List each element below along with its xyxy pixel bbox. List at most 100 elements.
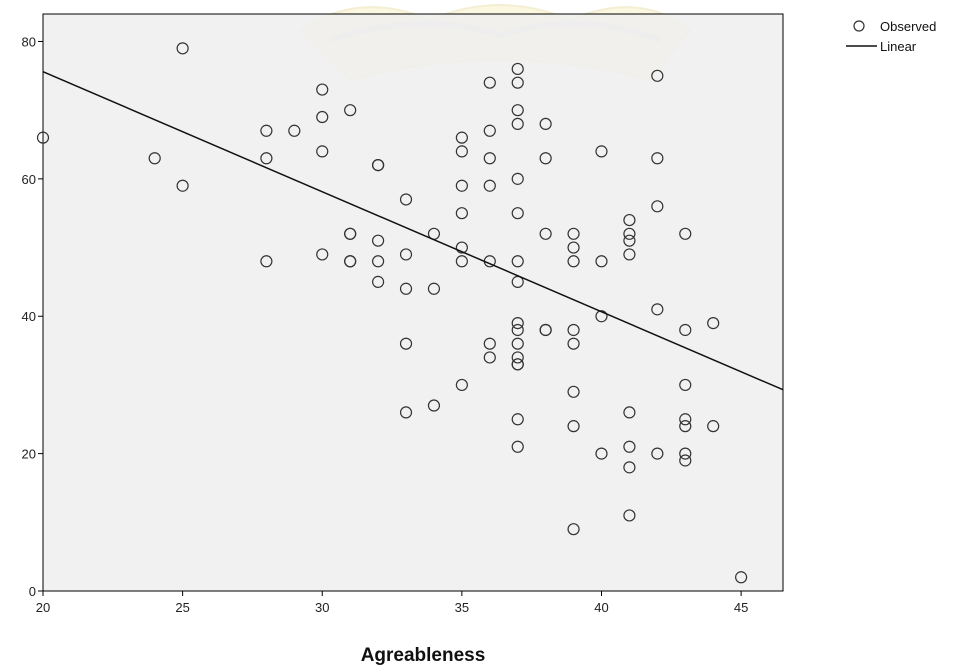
data-point — [567, 523, 580, 536]
data-point — [483, 152, 496, 165]
x-axis-title: Agreableness — [361, 645, 486, 666]
legend: Observed Linear — [846, 19, 936, 54]
data-point — [567, 420, 580, 433]
x-tick-label: 35 — [455, 600, 469, 615]
data-point — [371, 255, 385, 268]
data-point — [511, 104, 524, 117]
data-point — [707, 317, 720, 330]
data-point — [427, 399, 441, 412]
data-point — [623, 440, 636, 453]
data-point — [651, 200, 664, 213]
data-point — [371, 234, 385, 247]
legend-observed-label: Observed — [880, 19, 936, 34]
data-point — [707, 420, 720, 433]
x-tick-label: 30 — [315, 600, 329, 615]
data-point — [679, 378, 692, 392]
data-point — [371, 159, 385, 172]
data-point — [483, 351, 496, 364]
y-tick-label: 80 — [22, 34, 36, 49]
data-point — [595, 255, 608, 268]
data-point — [511, 440, 524, 453]
data-point — [176, 42, 189, 55]
data-point — [260, 152, 273, 165]
x-axis: 20 25 30 35 40 45 — [36, 591, 748, 615]
data-point — [623, 406, 636, 419]
data-point — [511, 413, 524, 426]
data-point — [595, 310, 608, 323]
data-point — [595, 447, 608, 460]
data-point — [316, 110, 329, 124]
data-point — [399, 282, 413, 295]
y-tick-label: 20 — [22, 447, 36, 462]
y-tick-label: 0 — [29, 584, 36, 599]
data-point — [567, 255, 580, 268]
data-point — [511, 172, 524, 185]
data-point — [399, 337, 413, 350]
x-tick-label: 25 — [175, 600, 189, 615]
data-point — [679, 447, 692, 460]
data-point — [427, 282, 441, 295]
data-point — [679, 323, 692, 337]
data-point — [651, 303, 664, 316]
data-point — [539, 117, 552, 131]
data-point — [455, 378, 468, 392]
data-point — [511, 117, 524, 131]
data-point — [344, 227, 357, 240]
data-point — [316, 83, 329, 96]
linear-fit-line — [42, 71, 784, 391]
data-point — [483, 337, 496, 350]
data-point — [623, 227, 636, 240]
data-point — [567, 227, 580, 240]
data-point — [511, 358, 524, 371]
data-point — [735, 571, 748, 584]
data-point — [344, 104, 357, 117]
data-point — [316, 145, 329, 158]
data-point — [511, 317, 524, 330]
x-tick-label: 40 — [594, 600, 608, 615]
data-point — [651, 152, 664, 165]
data-point — [483, 124, 496, 137]
data-point — [148, 152, 161, 165]
data-point — [455, 241, 468, 254]
data-point — [511, 62, 524, 76]
data-point — [623, 213, 636, 227]
x-tick-label: 20 — [36, 600, 50, 615]
data-point — [623, 461, 636, 474]
data-point — [455, 131, 468, 144]
data-point — [371, 275, 385, 288]
data-point — [455, 255, 468, 268]
data-point — [260, 124, 273, 137]
y-tick-label: 40 — [22, 309, 36, 324]
data-point — [623, 234, 636, 247]
data-point — [483, 179, 496, 192]
data-point — [399, 406, 413, 419]
data-point — [595, 145, 608, 158]
data-point — [316, 248, 329, 261]
data-point — [623, 509, 636, 522]
data-point — [511, 323, 524, 337]
data-point — [679, 420, 692, 433]
data-point — [36, 131, 50, 144]
data-point — [483, 76, 496, 89]
data-point — [260, 255, 273, 268]
legend-observed-marker — [853, 20, 865, 32]
data-point — [511, 351, 524, 364]
data-point — [511, 76, 524, 89]
data-point — [344, 255, 357, 268]
data-point — [567, 323, 580, 337]
legend-linear-label: Linear — [880, 39, 917, 54]
data-point — [288, 124, 301, 137]
data-point — [539, 152, 552, 165]
observed-points — [36, 42, 748, 584]
plot-area — [42, 13, 784, 592]
data-point — [539, 227, 552, 240]
data-point — [511, 207, 524, 220]
data-point — [511, 337, 524, 350]
data-point — [176, 179, 189, 192]
data-point — [399, 193, 413, 206]
y-tick-label: 60 — [22, 172, 36, 187]
data-point — [679, 413, 692, 426]
data-point — [511, 255, 524, 268]
y-axis: 0 20 40 60 80 — [22, 34, 43, 599]
